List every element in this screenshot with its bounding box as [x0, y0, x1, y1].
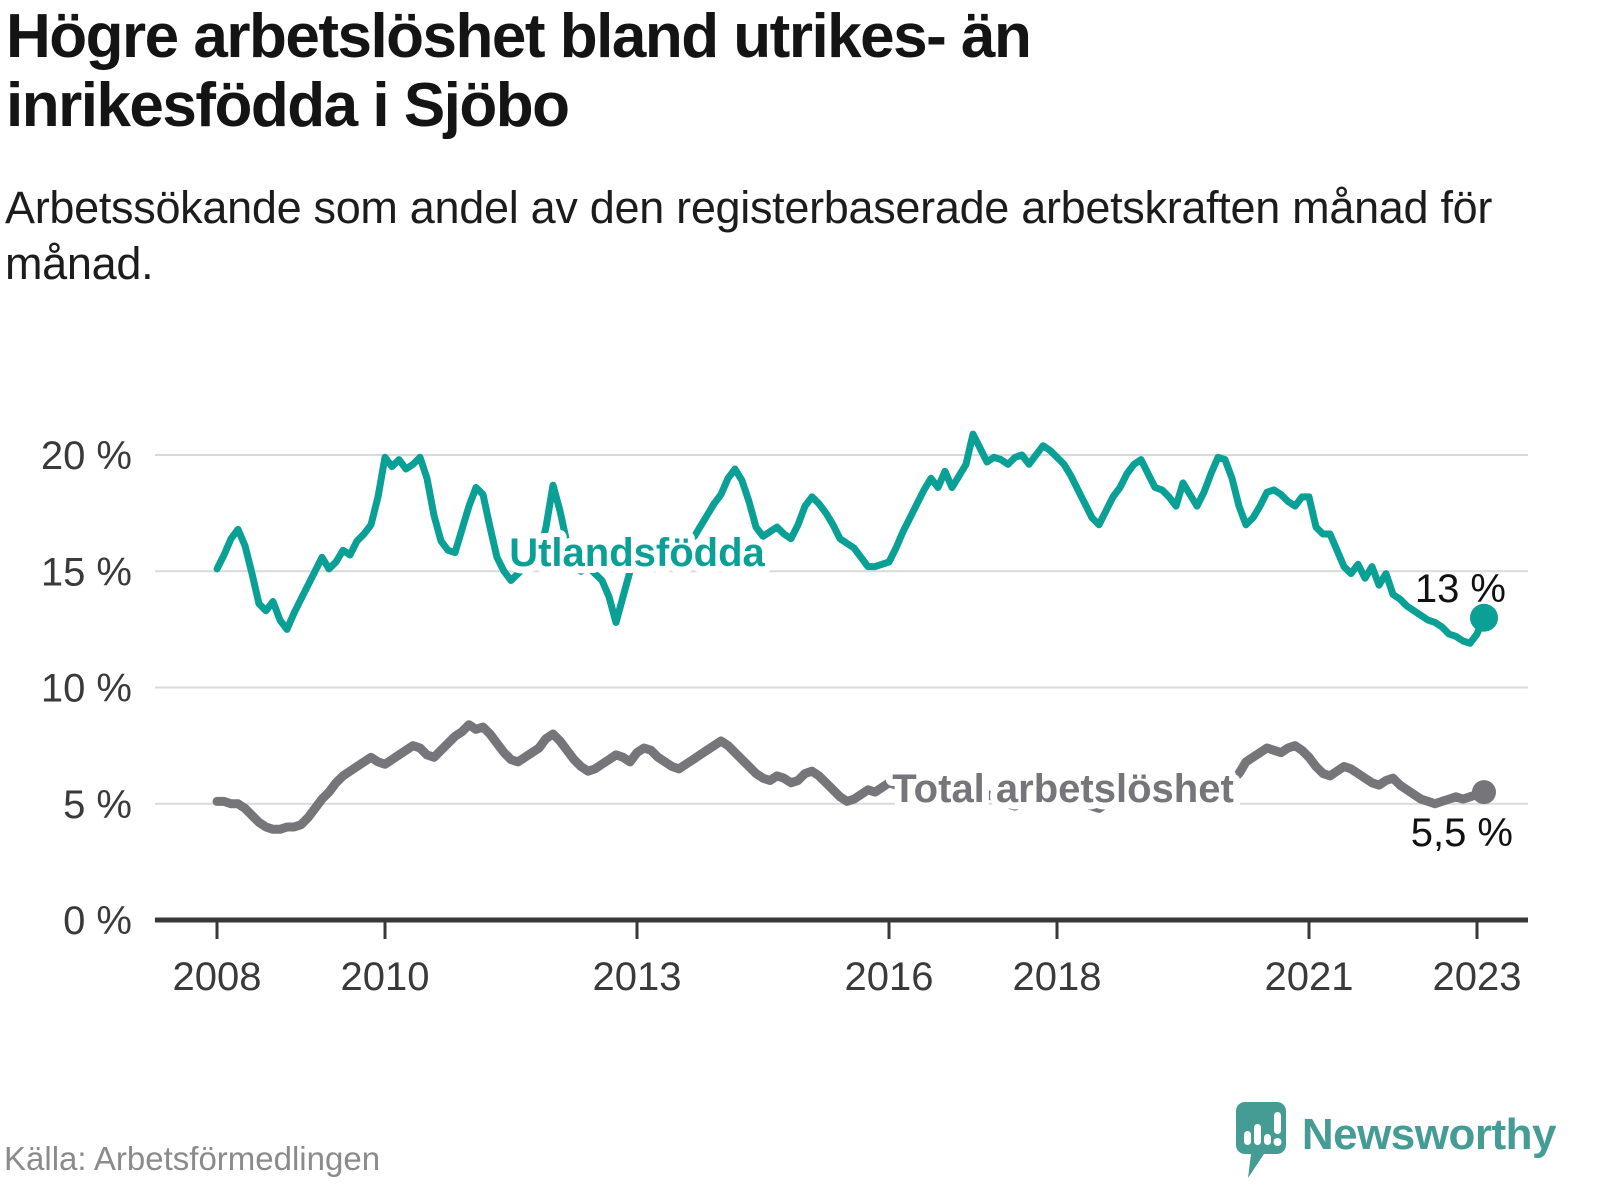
x-tick-label-2013: 2013 [593, 955, 682, 999]
x-tick-label-2010: 2010 [341, 955, 430, 999]
bar-2 [1253, 1124, 1261, 1145]
y-tick-label-0: 0 % [63, 899, 132, 943]
x-tick-label-2018: 2018 [1013, 955, 1102, 999]
page-subtitle: Arbetssökande som andel av den registerb… [5, 182, 1493, 290]
bar-3 [1263, 1134, 1271, 1145]
bar-1 [1243, 1131, 1251, 1145]
series-label-0: Utlandsfödda [509, 531, 765, 575]
brand-wordmark: Newsworthy [1301, 1110, 1557, 1159]
end-value-label-1: 5,5 % [1411, 811, 1513, 855]
newsworthy-pin-icon [1235, 1102, 1286, 1178]
x-tick-label-2016: 2016 [845, 955, 934, 999]
series-end-dot-0 [1470, 603, 1498, 632]
source-note: Källa: Arbetsförmedlingen [4, 1140, 381, 1177]
y-tick-label-5: 5 % [63, 783, 132, 827]
series-line-0 [213, 430, 1488, 647]
page-title: Högre arbetslöshet bland utrikes- än inr… [6, 2, 1032, 141]
y-tick-label-10: 10 % [41, 667, 132, 711]
y-tick-label-15: 15 % [41, 550, 132, 594]
x-tick-label-2023: 2023 [1433, 955, 1522, 999]
x-tick-label-2008: 2008 [173, 955, 262, 999]
end-value-label-0: 13 % [1415, 567, 1506, 611]
series-line-1 [212, 720, 1489, 834]
brand-logo: Newsworthy [1234, 1100, 1557, 1182]
exclamation-dot [1273, 1138, 1282, 1146]
x-tick-label-2021: 2021 [1265, 955, 1354, 999]
series-label-1: Total arbetslöshet [892, 767, 1234, 811]
y-tick-label-20: 20 % [41, 434, 132, 478]
exclamation-stem [1273, 1112, 1281, 1134]
series-end-dot-1 [1472, 780, 1496, 805]
